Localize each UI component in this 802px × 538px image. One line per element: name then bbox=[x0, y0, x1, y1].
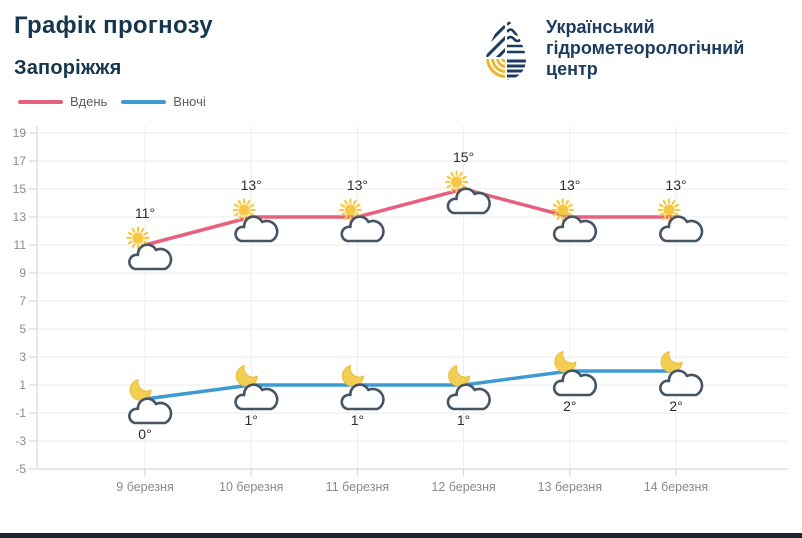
bottom-bar bbox=[0, 533, 802, 538]
x-tick-label: 12 березня bbox=[431, 480, 495, 494]
x-tick-label: 13 березня bbox=[538, 480, 602, 494]
y-tick-label: 5 bbox=[19, 322, 26, 336]
temp-label: 11° bbox=[135, 205, 155, 221]
day-line-swatch bbox=[18, 99, 63, 104]
y-tick-label: -5 bbox=[15, 462, 26, 476]
day-forecast-point: 11° bbox=[126, 205, 173, 271]
sun-icon bbox=[657, 198, 681, 222]
night-line bbox=[143, 369, 678, 401]
temp-label: 15° bbox=[453, 149, 474, 165]
cloud-icon bbox=[659, 215, 704, 243]
temp-label: 1° bbox=[245, 412, 258, 428]
night-forecast-point: 1° bbox=[340, 364, 385, 428]
temp-label: 1° bbox=[351, 412, 364, 428]
uhmc-logo-drop-icon bbox=[486, 16, 526, 80]
cloud-icon bbox=[128, 397, 173, 425]
y-tick-label: -1 bbox=[15, 406, 26, 420]
day-forecast-point: 13° bbox=[657, 177, 704, 243]
sun-icon bbox=[445, 170, 469, 194]
city-subtitle: Запоріжжя bbox=[14, 57, 122, 79]
sun-icon bbox=[551, 198, 575, 222]
cloud-icon bbox=[446, 187, 491, 215]
temp-label: 2° bbox=[669, 398, 682, 414]
y-tick-label: 15 bbox=[13, 182, 27, 196]
night-forecast-point: 2° bbox=[659, 350, 704, 414]
sun-icon bbox=[338, 198, 362, 222]
legend-label-night: Вночі bbox=[173, 94, 206, 109]
y-tick-label: 3 bbox=[19, 350, 26, 364]
cloud-icon bbox=[340, 215, 385, 243]
uhmc-logo-block: Український гідрометеорологічний центр bbox=[483, 14, 744, 84]
cloud-icon bbox=[659, 369, 704, 397]
day-forecast-point: 13° bbox=[551, 177, 598, 243]
y-tick-label: 19 bbox=[13, 126, 27, 140]
x-tick-label: 10 березня bbox=[219, 480, 283, 494]
cloud-icon bbox=[234, 215, 279, 243]
y-tick-label: 9 bbox=[19, 266, 26, 280]
org-name-line1: Український bbox=[546, 17, 655, 37]
cloud-icon bbox=[340, 383, 385, 411]
night-forecast-point: 1° bbox=[446, 364, 491, 428]
day-forecast-point: 15° bbox=[445, 149, 491, 215]
sun-icon bbox=[232, 198, 256, 222]
cloud-icon bbox=[128, 243, 173, 271]
legend-label-day: Вдень bbox=[70, 94, 108, 109]
temp-label: 0° bbox=[138, 426, 151, 442]
cloud-icon bbox=[552, 369, 598, 397]
x-tick-label: 11 березня bbox=[326, 480, 389, 494]
cloud-icon bbox=[234, 383, 279, 411]
night-line-swatch bbox=[121, 99, 167, 104]
org-name: Український гідрометеорологічний центр bbox=[546, 17, 744, 84]
org-name-line2: гідрометеорологічний bbox=[546, 38, 745, 58]
y-tick-label: 1 bbox=[19, 378, 26, 392]
y-tick-label: 17 bbox=[13, 154, 27, 168]
temp-label: 13° bbox=[665, 177, 686, 193]
temp-label: 2° bbox=[563, 398, 576, 414]
cloud-icon bbox=[552, 215, 598, 243]
temp-label: 13° bbox=[559, 177, 580, 193]
y-tick-label: 11 bbox=[14, 238, 27, 252]
day-forecast-point: 13° bbox=[232, 177, 279, 243]
page-title: Графік прогнозу bbox=[14, 12, 213, 39]
temp-label: 13° bbox=[347, 177, 368, 193]
night-forecast-point: 1° bbox=[234, 364, 279, 428]
temp-label: 13° bbox=[241, 177, 262, 193]
temp-label: 1° bbox=[457, 412, 470, 428]
legend-item-day: Вдень bbox=[18, 94, 107, 109]
logo-horizontal-stripes bbox=[507, 59, 526, 80]
y-tick-label: 7 bbox=[19, 294, 26, 308]
y-tick-label: 13 bbox=[13, 210, 27, 224]
x-tick-label: 14 березня bbox=[644, 480, 708, 494]
chart-legend: Вдень Вночі bbox=[18, 94, 220, 109]
cloud-icon bbox=[446, 383, 491, 411]
org-name-line3: центр bbox=[546, 59, 598, 79]
night-forecast-point: 2° bbox=[552, 350, 598, 414]
x-tick-label: 9 березня bbox=[116, 480, 173, 494]
y-tick-label: -3 bbox=[15, 434, 26, 448]
day-line bbox=[143, 187, 678, 247]
series-layer: 11° 13° 13° 15° 13° 13° 0° 1° 1° 1° 2° 2° bbox=[126, 149, 704, 442]
legend-item-night: Вночі bbox=[121, 94, 206, 109]
night-forecast-point: 0° bbox=[128, 378, 173, 442]
day-forecast-point: 13° bbox=[338, 177, 385, 243]
